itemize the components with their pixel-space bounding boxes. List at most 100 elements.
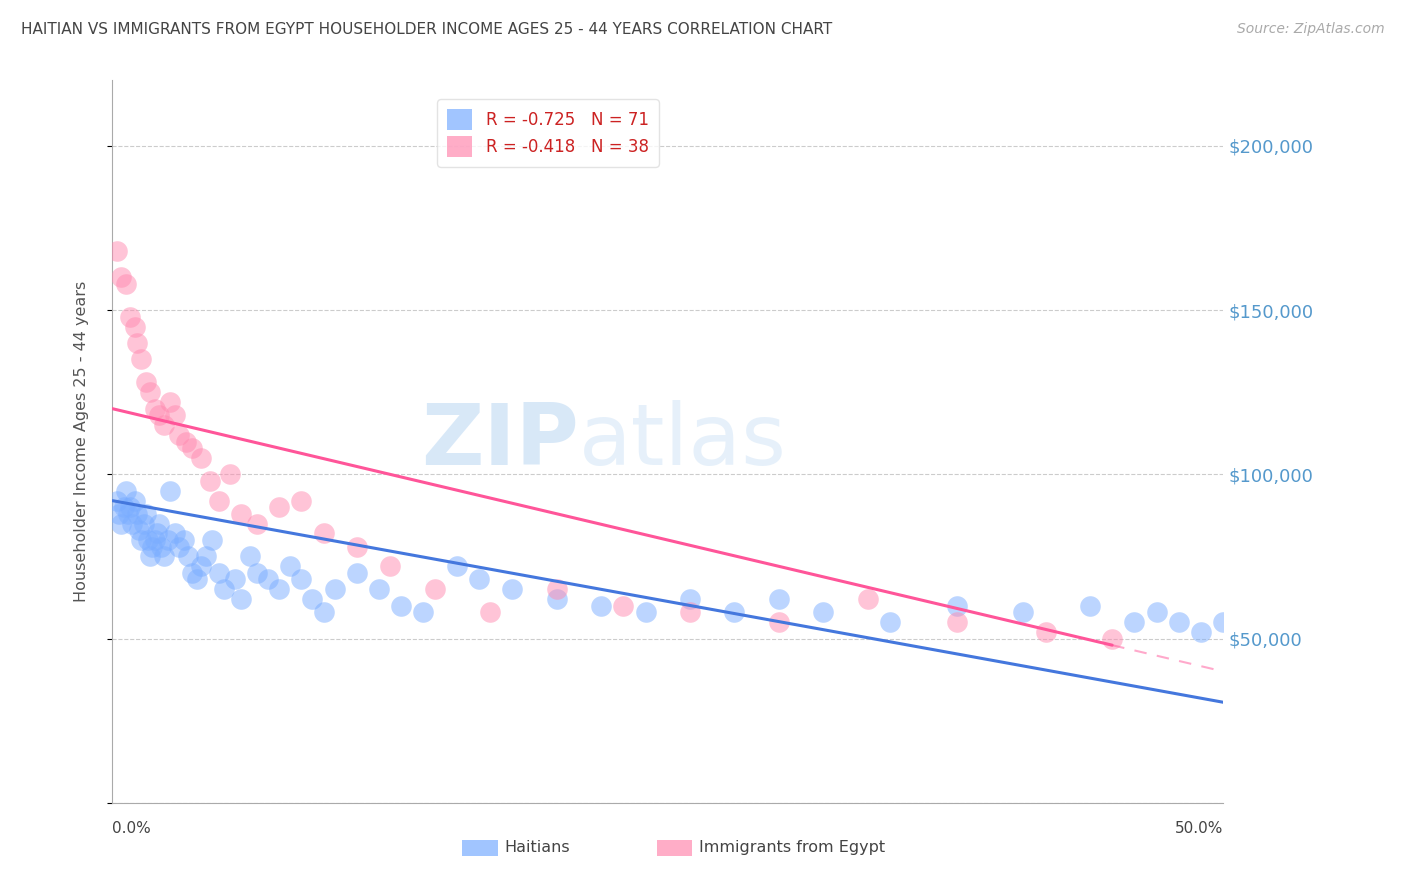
Point [152,418,174,433]
Point [152,549,174,564]
Point [1078,599,1101,613]
Point [141,540,163,554]
Point [128,523,150,537]
Point [231,592,253,607]
Point [257,573,280,587]
Point [856,592,879,607]
Point [723,605,745,619]
Point [131,352,153,367]
Point [423,582,446,597]
Text: Source: ZipAtlas.com: Source: ZipAtlas.com [1237,22,1385,37]
Point [146,526,169,541]
Point [167,540,190,554]
Point [135,376,157,390]
Point [120,310,142,324]
Point [679,605,702,619]
Text: HAITIAN VS IMMIGRANTS FROM EGYPT HOUSEHOLDER INCOME AGES 25 - 44 YEARS CORRELATI: HAITIAN VS IMMIGRANTS FROM EGYPT HOUSEHO… [21,22,832,37]
Point [389,599,412,613]
Point [177,549,200,564]
Point [945,599,967,613]
Point [1189,625,1212,640]
Point [945,615,967,630]
Point [301,592,323,607]
Point [208,493,231,508]
Point [1223,625,1246,640]
Point [768,615,790,630]
Point [181,441,204,455]
Y-axis label: Householder Income Ages 25 - 44 years: Householder Income Ages 25 - 44 years [75,281,89,602]
Point [114,483,136,498]
Text: ZIP: ZIP [422,400,579,483]
Point [157,533,180,547]
Point [634,605,657,619]
Point [167,428,190,442]
Point [679,592,702,607]
Point [208,566,231,580]
Point [181,566,204,580]
Point [1101,632,1123,646]
Point [190,450,212,465]
Point [1167,615,1189,630]
Text: Immigrants from Egypt: Immigrants from Egypt [699,840,884,855]
Point [346,540,368,554]
Point [110,516,132,531]
Point [412,605,434,619]
Point [190,559,212,574]
Point [219,467,242,482]
Point [278,559,301,574]
Point [174,434,197,449]
Text: atlas: atlas [579,400,787,483]
Point [879,615,901,630]
Point [114,277,136,291]
Point [105,493,128,508]
Point [212,582,235,597]
Point [312,526,335,541]
Bar [657,839,692,855]
Point [768,592,790,607]
Point [131,533,153,547]
Point [501,582,523,597]
Point [200,474,222,488]
Point [546,582,568,597]
Point [323,582,346,597]
Point [290,573,312,587]
Point [112,500,135,515]
Point [186,573,208,587]
Point [246,516,269,531]
Point [1212,615,1234,630]
Point [136,533,159,547]
Point [267,500,291,515]
Point [290,493,312,508]
Point [120,500,142,515]
Point [139,385,162,400]
Point [159,395,181,409]
Point [239,549,262,564]
Point [312,605,335,619]
Text: Haitians: Haitians [505,840,571,855]
Point [124,493,146,508]
Point [125,507,148,521]
Point [173,533,195,547]
Point [224,573,246,587]
Point [1035,625,1057,640]
Point [105,244,128,258]
Point [267,582,291,597]
Point [117,507,139,521]
Point [163,526,186,541]
Point [132,516,155,531]
Point [108,507,131,521]
Point [346,566,368,580]
Point [246,566,269,580]
Legend: R = -0.725   N = 71, R = -0.418   N = 38: R = -0.725 N = 71, R = -0.418 N = 38 [437,99,658,167]
Point [159,483,181,498]
Point [139,549,162,564]
Bar [463,839,498,855]
Point [143,533,166,547]
Text: 50.0%: 50.0% [1175,821,1223,836]
Point [1123,615,1146,630]
Point [194,549,217,564]
Point [148,516,170,531]
Point [201,533,224,547]
Point [368,582,391,597]
Text: 0.0%: 0.0% [112,821,152,836]
